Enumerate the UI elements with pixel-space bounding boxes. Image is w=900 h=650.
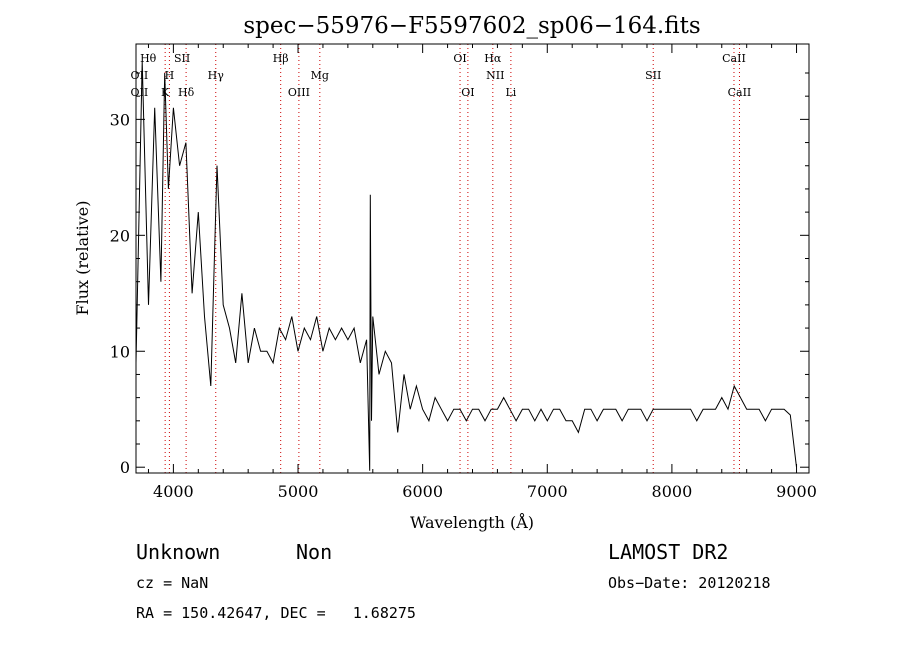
observation-date: Obs−Date: 20120218 [608, 574, 771, 592]
y-tick-label: 30 [110, 110, 130, 129]
line-label: CaII [722, 52, 746, 65]
x-tick-label: 6000 [402, 482, 443, 501]
y-tick-label: 20 [110, 226, 130, 245]
line-label: OI [453, 52, 466, 65]
line-label: SII [645, 69, 661, 82]
line-label: K [161, 86, 170, 99]
x-tick-label: 8000 [652, 482, 693, 501]
spectrum-series-line [135, 61, 797, 471]
coordinates-readout: RA = 150.42647, DEC = 1.68275 [136, 604, 416, 622]
plot-frame [135, 43, 810, 474]
spectral-subclass: Non [296, 540, 333, 564]
emission-line-markers [164, 44, 740, 473]
x-tick-label: 9000 [776, 482, 817, 501]
line-label: OI [461, 86, 474, 99]
line-label: Mg [311, 69, 329, 82]
x-tick-label: 4000 [153, 482, 194, 501]
y-tick-label: 0 [120, 458, 130, 477]
x-axis-label: Wavelength (Å) [410, 512, 534, 532]
x-tick-label: 5000 [278, 482, 319, 501]
spectral-class: Unknown [136, 540, 221, 564]
line-label: Hδ [178, 86, 195, 99]
y-tick-label: 10 [110, 342, 130, 361]
x-tick-label: 7000 [527, 482, 568, 501]
redshift-readout: cz = NaN [136, 574, 209, 592]
line-label: Hγ [208, 69, 225, 82]
x-axis: 4000 5000 6000 7000 8000 9000 [147, 44, 817, 501]
line-label: Li [505, 86, 516, 99]
survey-name: LAMOST DR2 [608, 540, 729, 564]
line-label: Hα [484, 52, 502, 65]
line-label: OIII [288, 86, 310, 99]
line-label: Hβ [273, 52, 289, 65]
line-label: H [165, 69, 175, 82]
line-label: Hθ [140, 52, 157, 65]
y-axis: 0 10 20 30 [110, 72, 809, 477]
line-label: OII [131, 69, 149, 82]
spectrum-chart: spec−55976−F5597602_sp06−164.fits 4000 50… [73, 13, 817, 532]
y-axis-label: Flux (relative) [73, 201, 92, 316]
line-labels: Hθ SII Hβ OI Hα CaII OII H Hγ Mg NII SII OII K Hδ OIII O… [131, 52, 752, 99]
chart-title: spec−55976−F5597602_sp06−164.fits [243, 13, 700, 39]
line-label: CaII [728, 86, 752, 99]
line-label: OII [131, 86, 149, 99]
line-label: NII [486, 69, 504, 82]
line-label: SII [174, 52, 190, 65]
